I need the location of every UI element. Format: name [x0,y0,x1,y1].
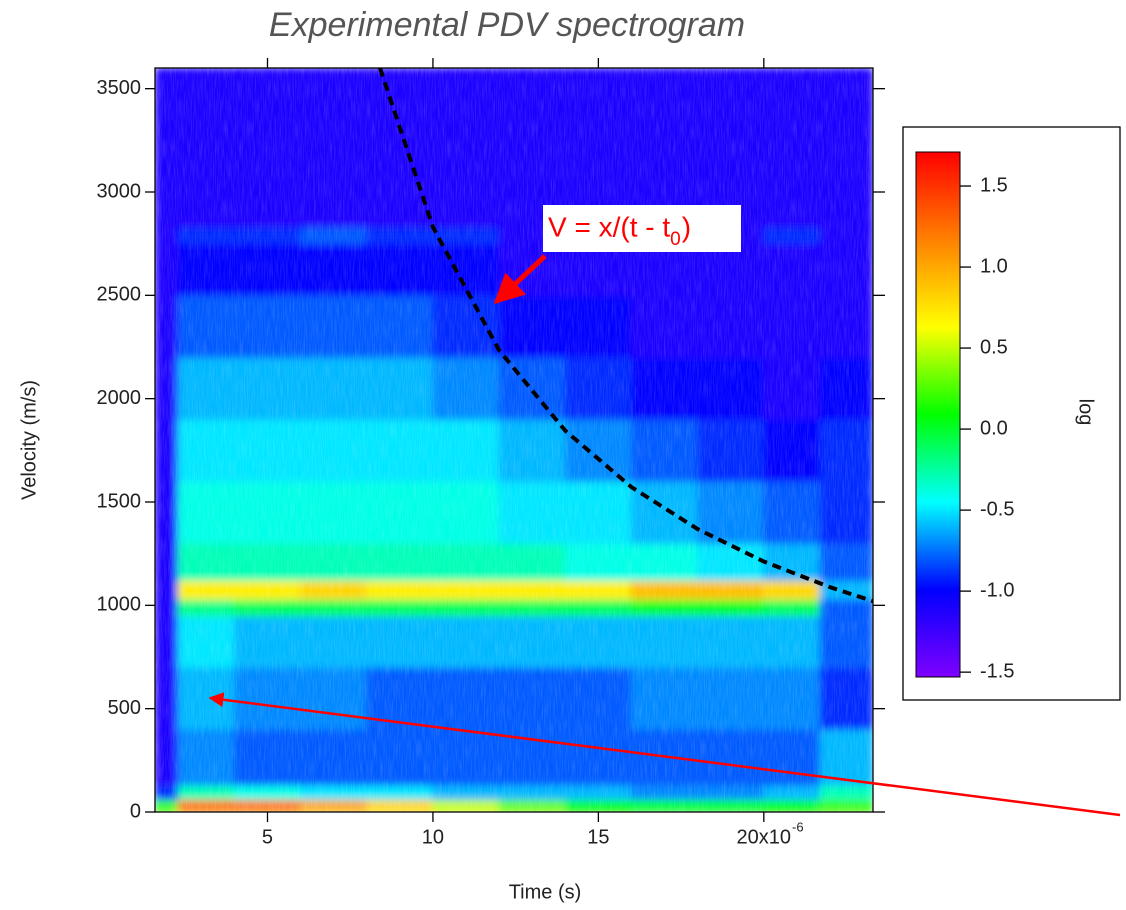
colorbar-tick-label: -1.5 [980,660,1014,682]
y-tick-label: 3500 [97,77,142,99]
y-tick-label: 2000 [97,387,142,409]
y-tick-label: 1500 [97,490,142,512]
x-axis-label: Time (s) [509,881,582,903]
annotation-text: V = x/(t - t [548,211,670,242]
annotation-arrow [493,254,547,305]
y-tick-label: 1000 [97,594,142,616]
x-tick-label: 10 [422,826,444,848]
colorbar-tick-label: -0.5 [980,498,1014,520]
colorbar-tick-label: 1.5 [980,174,1008,196]
annotation-suffix: ) [682,211,691,242]
colorbar-tick-label: 1.0 [980,255,1008,277]
y-tick-label: 3000 [97,180,142,202]
annotation-box [543,205,741,252]
y-tick-label: 0 [130,800,141,822]
y-tick-label: 500 [108,697,141,719]
colorbar-tick-label: 0.5 [980,336,1008,358]
y-tick-label: 2500 [97,284,142,306]
colorbar-tick-label: 0.0 [980,417,1008,439]
fit-curve [378,68,873,604]
x-tick-exponent: -6 [792,819,804,834]
annotation-subscript: 0 [670,229,681,250]
texture [155,68,873,812]
x-tick-label: 5 [262,826,273,848]
colorbar-tick-label: -1.0 [980,579,1014,601]
plot-frame [154,67,874,813]
x-tick-label: 15 [587,826,609,848]
y-axis-label: Velocity (m/s) [18,380,40,500]
chart-title: Experimental PDV spectrogram [269,6,745,44]
x-tick-label: 20x10 [737,826,792,848]
colorbar-label: log [1075,399,1097,426]
colorbar [915,151,961,678]
pointer-arrow [208,692,1121,817]
